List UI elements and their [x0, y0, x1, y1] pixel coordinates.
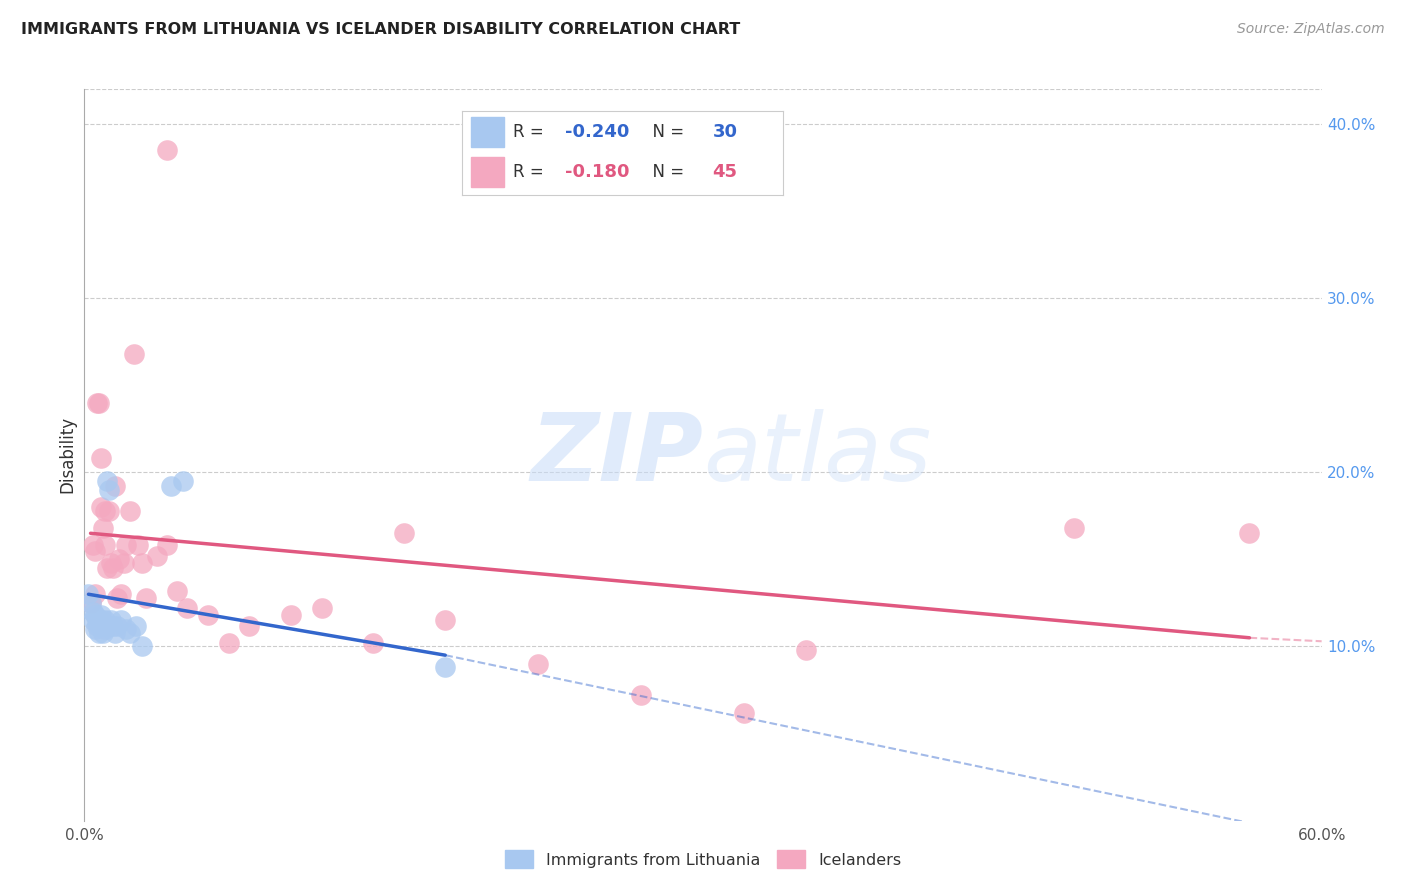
Point — [114, 622, 136, 636]
Point — [238, 618, 260, 632]
Point — [87, 395, 110, 409]
Point — [118, 503, 141, 517]
Point — [125, 618, 148, 632]
Point — [197, 608, 219, 623]
Point — [176, 601, 198, 615]
Point — [77, 587, 100, 601]
Point — [103, 561, 125, 575]
Point — [156, 539, 179, 553]
Point — [110, 613, 132, 627]
Point — [160, 479, 183, 493]
Point — [96, 561, 118, 575]
Point — [392, 526, 415, 541]
Text: Source: ZipAtlas.com: Source: ZipAtlas.com — [1237, 22, 1385, 37]
Point — [94, 503, 117, 517]
Point — [135, 591, 157, 605]
Point — [82, 613, 104, 627]
Point — [104, 479, 127, 493]
Point — [104, 625, 127, 640]
Point — [83, 587, 105, 601]
Point — [131, 556, 153, 570]
Point — [156, 143, 179, 157]
Y-axis label: Disability: Disability — [58, 417, 76, 493]
Point — [83, 608, 105, 623]
Point — [105, 591, 128, 605]
Point — [90, 451, 112, 466]
Point — [94, 613, 117, 627]
Point — [131, 640, 153, 654]
Point — [127, 539, 149, 553]
Point — [527, 657, 550, 671]
Legend: Immigrants from Lithuania, Icelanders: Immigrants from Lithuania, Icelanders — [498, 844, 908, 875]
Point — [79, 596, 101, 610]
Point — [434, 660, 457, 674]
Point — [91, 618, 114, 632]
Point — [1239, 526, 1261, 541]
Point — [114, 539, 136, 553]
Point — [108, 552, 131, 566]
Point — [311, 601, 333, 615]
Point — [145, 549, 167, 563]
Point — [98, 503, 121, 517]
Point — [103, 618, 125, 632]
Point — [87, 616, 110, 631]
Point — [79, 596, 101, 610]
Point — [110, 587, 132, 601]
Point — [172, 474, 194, 488]
Point — [86, 618, 108, 632]
Point — [91, 521, 114, 535]
Point — [218, 636, 240, 650]
Point — [100, 556, 122, 570]
Point — [118, 625, 141, 640]
Point — [90, 500, 112, 515]
Point — [122, 347, 145, 361]
Point — [630, 688, 652, 702]
Point — [361, 636, 384, 650]
Text: atlas: atlas — [703, 409, 931, 500]
Point — [86, 613, 108, 627]
Point — [83, 622, 105, 636]
Point — [86, 395, 108, 409]
Point — [90, 608, 112, 623]
Point — [434, 613, 457, 627]
Point — [166, 583, 188, 598]
Point — [733, 706, 755, 720]
Point — [100, 613, 122, 627]
Point — [280, 608, 302, 623]
Point — [82, 605, 104, 619]
Point — [90, 613, 112, 627]
Point — [1063, 521, 1085, 535]
Point — [94, 622, 117, 636]
Point — [794, 643, 817, 657]
Point — [82, 539, 104, 553]
Text: ZIP: ZIP — [530, 409, 703, 501]
Point — [98, 483, 121, 497]
Point — [91, 625, 114, 640]
Point — [83, 543, 105, 558]
Point — [105, 618, 128, 632]
Point — [112, 556, 135, 570]
Text: IMMIGRANTS FROM LITHUANIA VS ICELANDER DISABILITY CORRELATION CHART: IMMIGRANTS FROM LITHUANIA VS ICELANDER D… — [21, 22, 741, 37]
Point — [87, 625, 110, 640]
Point — [96, 474, 118, 488]
Point — [94, 539, 117, 553]
